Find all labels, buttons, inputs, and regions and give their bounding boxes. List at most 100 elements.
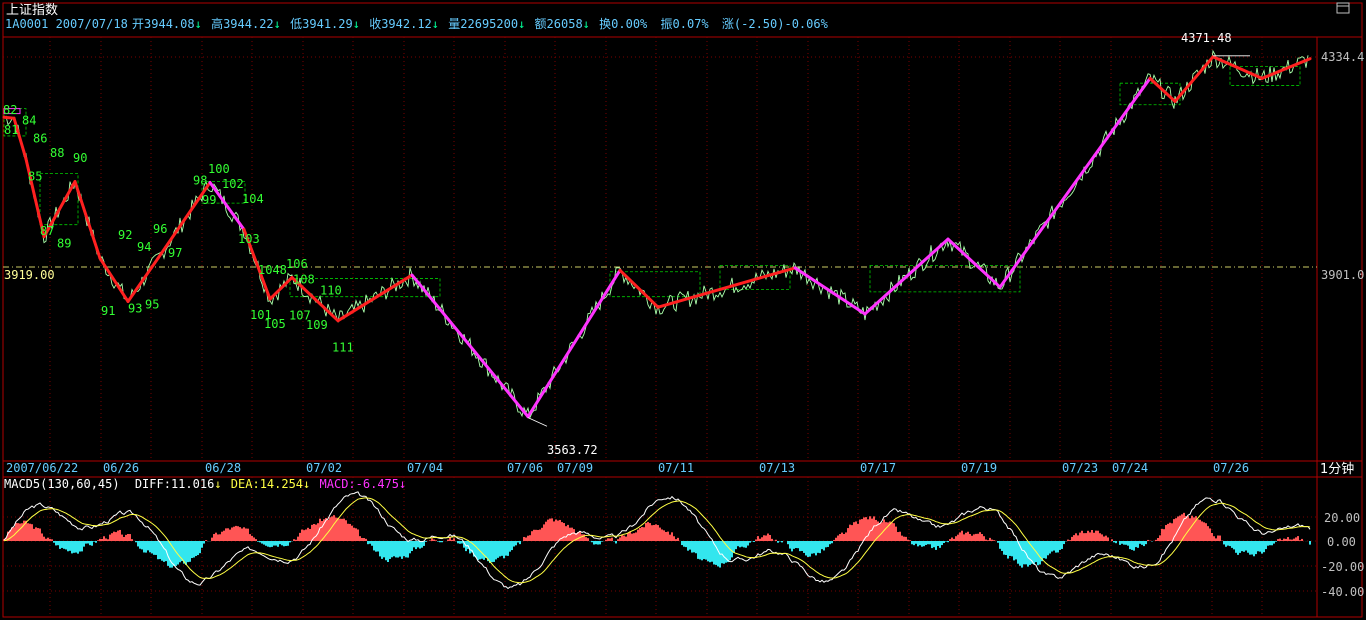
- macd-y-ticks: 20.00 0.00 -20.00 -40.00: [1321, 511, 1364, 599]
- macd-value: -6.475: [356, 477, 399, 491]
- restore-window-icon[interactable]: [1336, 2, 1350, 14]
- wave-count-label: 101: [250, 308, 272, 322]
- wave-count-label: 110: [320, 283, 342, 297]
- wave-count-label: 108: [293, 273, 315, 287]
- macd-label: MACD:: [320, 477, 356, 491]
- svg-text:20.00: 20.00: [1324, 511, 1360, 525]
- wave-count-label: 109: [306, 318, 328, 332]
- wave-count-label: 96: [153, 222, 167, 236]
- change-label: 涨: [722, 16, 734, 31]
- wave-segment: [2, 115, 16, 120]
- wave-count-label: 98: [193, 173, 207, 187]
- svg-text:-20.00: -20.00: [1321, 560, 1364, 574]
- wave-count-label: 100: [208, 162, 230, 176]
- wave-segment: [73, 180, 102, 260]
- wave-count-label: 93: [128, 302, 142, 316]
- x-date-label: 07/11: [658, 461, 694, 475]
- dea-label: DEA:: [231, 477, 260, 491]
- wave-segment: [793, 266, 867, 316]
- close-value: 3942.12: [381, 17, 432, 31]
- amplitude-value: 0.07%: [673, 17, 710, 31]
- wave-segment: [156, 180, 212, 260]
- high-value: 3944.22: [223, 17, 274, 31]
- x-date-label: 07/24: [1112, 461, 1148, 475]
- turnover-label: 换: [599, 17, 611, 31]
- wave-count-label: 84: [22, 113, 36, 127]
- wave-segment: [12, 116, 28, 161]
- diff-value: 11.016: [171, 477, 214, 491]
- wave-count-label: 107: [289, 309, 311, 323]
- x-axis-labels: 2007/06/22 06/26 06/28 07/02 07/04 07/06 07/09…: [6, 461, 1249, 475]
- wave-count-label: 82: [3, 103, 17, 117]
- x-date-label: 07/23: [1062, 461, 1098, 475]
- diff-line: [3, 491, 1311, 590]
- x-date-label: 07/13: [759, 461, 795, 475]
- amplitude-label: 振: [661, 17, 673, 31]
- macd-panel: [3, 491, 1311, 590]
- wave-count-label: 104: [242, 192, 264, 206]
- dea-value: 14.254: [260, 477, 303, 491]
- low-value: 3941.29: [302, 17, 353, 31]
- consolidation-box: [289, 278, 441, 298]
- wave-segment: [42, 180, 77, 239]
- macd-header: MACD5(130,60,45) DIFF:11.016↓ DEA:14.254…: [4, 477, 406, 491]
- high-marker: 4371.48: [1181, 31, 1232, 45]
- consolidation-box: [1229, 65, 1301, 86]
- x-date-label: 07/26: [1213, 461, 1249, 475]
- open-label: 开: [132, 17, 144, 31]
- wave-segment: [1148, 76, 1177, 103]
- wave-segment: [268, 275, 294, 301]
- wave-count-label: 1048: [258, 263, 287, 277]
- open-value: 3944.08: [144, 17, 195, 31]
- wave-segment: [98, 256, 130, 303]
- wave-segment: [656, 266, 797, 309]
- x-date-label: 07/04: [407, 461, 443, 475]
- svg-text:0.00: 0.00: [1327, 535, 1356, 549]
- x-date-label: 07/17: [860, 461, 896, 475]
- wave-segment: [24, 157, 46, 239]
- period-label[interactable]: 1分钟: [1320, 461, 1354, 477]
- diff-label: DIFF:: [135, 477, 171, 491]
- wave-count-label: 105: [264, 317, 286, 331]
- wave-count-label: 85: [28, 170, 42, 184]
- quote-info-bar: 1A0001 2007/07/18 开3944.08↓ 高3944.22↓ 低3…: [5, 16, 829, 31]
- amount-label: 额: [535, 17, 547, 31]
- y-tick-upper: 4334.4: [1321, 50, 1364, 64]
- wave-segment: [1260, 57, 1312, 80]
- left-reference-value: 3919.00: [4, 268, 55, 282]
- wave-count-label: 92: [118, 228, 132, 242]
- svg-text:1A0001 2007/07/18 开3944.: 1A0001 2007/07/18 开3944.08↓ 高3944.22↓ 低3…: [5, 16, 829, 31]
- dea-line: [3, 497, 1311, 584]
- y-tick-lower: 3901.0: [1321, 268, 1364, 282]
- wave-count-label: 99: [202, 193, 216, 207]
- turnover-value: 0.00%: [611, 17, 648, 31]
- wave-segment: [410, 273, 530, 419]
- x-date-label: 07/09: [557, 461, 593, 475]
- macd-params: MACD5(130,60,45): [4, 477, 120, 491]
- x-date-label: 07/06: [507, 461, 543, 475]
- wave-segment: [863, 237, 950, 316]
- wave-count-label: 106: [286, 257, 308, 271]
- wave-count-label: 91: [101, 304, 115, 318]
- wave-count-label: 95: [145, 298, 159, 312]
- wave-count-label: 86: [33, 132, 47, 146]
- wave-segment: [526, 268, 622, 419]
- wave-segment: [336, 273, 414, 323]
- wave-count-label: 103: [238, 232, 260, 246]
- close-label: 收: [369, 17, 381, 31]
- wave-count-label: 81: [4, 123, 18, 137]
- wave-count-label: 111: [332, 340, 354, 354]
- amount-value: 26058: [547, 17, 583, 31]
- x-date-label: 07/19: [961, 461, 997, 475]
- wave-count-label: 102: [222, 177, 244, 191]
- wave-segment: [998, 76, 1152, 289]
- x-date-label: 06/26: [103, 461, 139, 475]
- index-title: 上证指数: [6, 3, 58, 18]
- change-value: (-2.50)-0.06%: [734, 17, 829, 31]
- wave-count-label: 87: [40, 224, 54, 238]
- x-date-label: 06/28: [205, 461, 241, 475]
- wave-segment: [946, 237, 1002, 289]
